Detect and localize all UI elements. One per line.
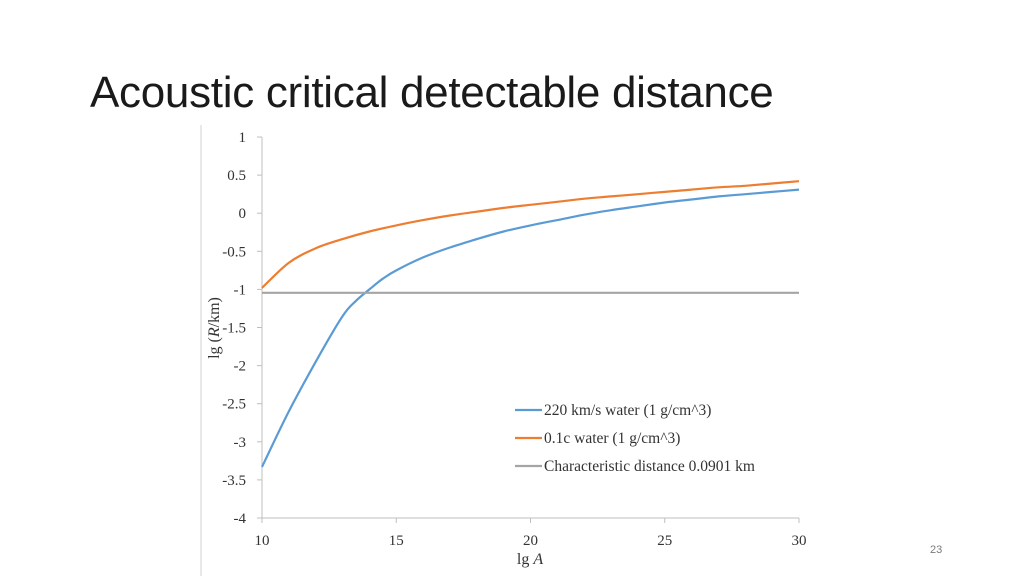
x-tick-label: 15 [389,533,404,549]
y-axis-ticks: 1 0.5 0 -0.5 -1 -1.5 -2 -2.5 -3 -3.5 -4 [222,130,262,527]
x-axis-ticks: 10 15 20 25 30 [255,518,807,549]
chart-series [261,180,800,468]
y-tick-label: 0.5 [227,168,246,184]
y-tick-label: 1 [239,130,247,146]
y-tick-label: 0 [239,206,247,222]
legend-label: 0.1c water (1 g/cm^3) [544,430,680,447]
x-tick-label: 10 [255,533,270,549]
x-tick-label: 25 [657,533,672,549]
x-tick-label: 30 [792,533,807,549]
legend-label: Characteristic distance 0.0901 km [544,458,755,475]
x-tick-label: 20 [523,533,538,549]
y-axis-title: lg (R/km) [206,297,223,359]
y-tick-label: -3.5 [222,473,246,489]
y-tick-label: -2.5 [222,397,246,413]
series-220kms-line [261,188,800,468]
x-axis-title: lg A [517,551,543,568]
y-tick-label: -4 [234,511,247,527]
y-tick-label: -1.5 [222,321,246,337]
page-title: Acoustic critical detectable distance [90,68,774,117]
chart-legend: 220 km/s water (1 g/cm^3) 0.1c water (1 g… [515,402,755,475]
y-tick-label: -1 [234,282,247,298]
y-tick-label: -2 [234,359,247,375]
legend-label: 220 km/s water (1 g/cm^3) [544,402,711,419]
page-number: 23 [930,544,943,556]
y-tick-label: -3 [234,435,247,451]
y-tick-label: -0.5 [222,244,246,260]
series-01c-line [261,180,800,289]
